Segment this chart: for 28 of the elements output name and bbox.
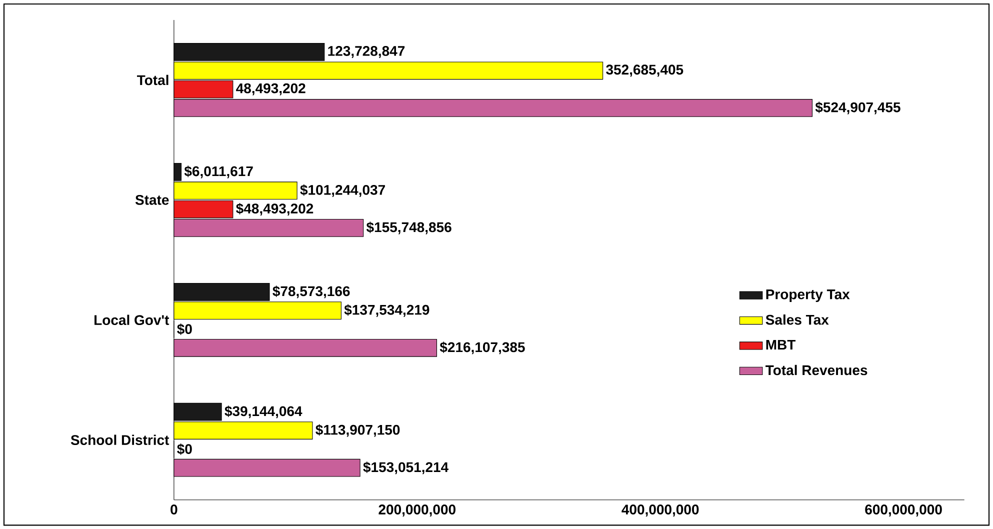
y-tick-label: Total xyxy=(137,74,168,86)
legend-label: Total Revenues xyxy=(766,364,868,376)
data-label: $48,493,202 xyxy=(236,202,314,216)
y-tick-label: State xyxy=(135,194,169,205)
x-tick-label: 400,000,000 xyxy=(622,504,699,516)
data-label: $0 xyxy=(177,443,192,455)
data-label: $524,907,455 xyxy=(815,102,900,114)
legend-label: Sales Tax xyxy=(766,314,829,325)
legend-label: MBT xyxy=(766,340,796,350)
data-label: $0 xyxy=(177,323,192,335)
legend-label: Property Tax xyxy=(766,289,850,302)
data-label: $6,011,617 xyxy=(184,166,253,178)
data-label: $113,907,150 xyxy=(316,424,400,437)
data-label: $78,573,166 xyxy=(272,286,350,298)
y-tick-label: Local Gov't xyxy=(94,314,170,325)
data-label: $153,051,214 xyxy=(363,461,448,474)
y-tick-label: School District xyxy=(70,434,170,445)
data-label: 48,493,202 xyxy=(236,83,306,96)
data-label: $155,748,856 xyxy=(366,222,452,234)
data-label: $39,144,064 xyxy=(224,406,302,418)
data-label: 123,728,847 xyxy=(328,46,405,58)
x-tick-label: 0 xyxy=(170,504,178,514)
x-tick-label: 200,000,000 xyxy=(378,504,456,516)
data-label: $216,107,385 xyxy=(440,342,525,354)
data-label: 352,685,405 xyxy=(606,64,684,77)
data-label: $101,244,037 xyxy=(300,184,385,197)
data-label: $137,534,219 xyxy=(344,304,430,317)
x-tick-label: 600,000,000 xyxy=(865,504,942,516)
